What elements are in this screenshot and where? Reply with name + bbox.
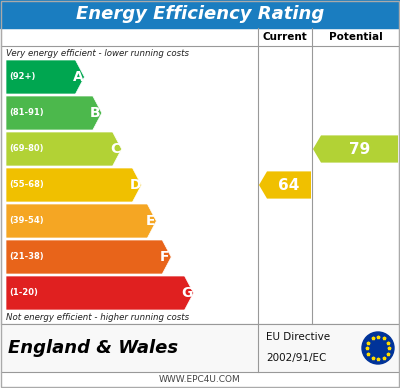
Text: B: B <box>90 106 101 120</box>
Text: EU Directive: EU Directive <box>266 332 330 342</box>
Text: C: C <box>110 142 120 156</box>
Text: A: A <box>73 70 84 84</box>
Polygon shape <box>6 132 122 166</box>
Bar <box>1 324 399 372</box>
Bar <box>1 28 399 324</box>
Text: Potential: Potential <box>329 32 383 42</box>
Text: Current: Current <box>263 32 307 42</box>
Polygon shape <box>6 96 102 130</box>
Text: (1-20): (1-20) <box>9 289 38 298</box>
Polygon shape <box>6 60 84 94</box>
Text: F: F <box>160 250 170 264</box>
Polygon shape <box>6 276 194 310</box>
Polygon shape <box>313 135 398 163</box>
Text: D: D <box>130 178 141 192</box>
Circle shape <box>362 332 394 364</box>
Text: (81-91): (81-91) <box>9 109 44 118</box>
Text: (55-68): (55-68) <box>9 180 44 189</box>
Text: 79: 79 <box>349 142 370 156</box>
Text: Not energy efficient - higher running costs: Not energy efficient - higher running co… <box>6 312 189 322</box>
Text: WWW.EPC4U.COM: WWW.EPC4U.COM <box>159 376 241 385</box>
Polygon shape <box>6 240 171 274</box>
Polygon shape <box>259 171 311 199</box>
Polygon shape <box>6 168 142 202</box>
Text: (69-80): (69-80) <box>9 144 44 154</box>
Text: (39-54): (39-54) <box>9 217 44 225</box>
Text: G: G <box>182 286 193 300</box>
Bar <box>0 0 400 28</box>
Polygon shape <box>6 204 156 238</box>
Text: 2002/91/EC: 2002/91/EC <box>266 353 326 363</box>
Text: (92+): (92+) <box>9 73 35 81</box>
Text: Energy Efficiency Rating: Energy Efficiency Rating <box>76 5 324 23</box>
Text: England & Wales: England & Wales <box>8 339 178 357</box>
Text: (21-38): (21-38) <box>9 253 44 262</box>
Text: Very energy efficient - lower running costs: Very energy efficient - lower running co… <box>6 48 189 57</box>
Text: 64: 64 <box>278 177 300 192</box>
Text: E: E <box>145 214 155 228</box>
